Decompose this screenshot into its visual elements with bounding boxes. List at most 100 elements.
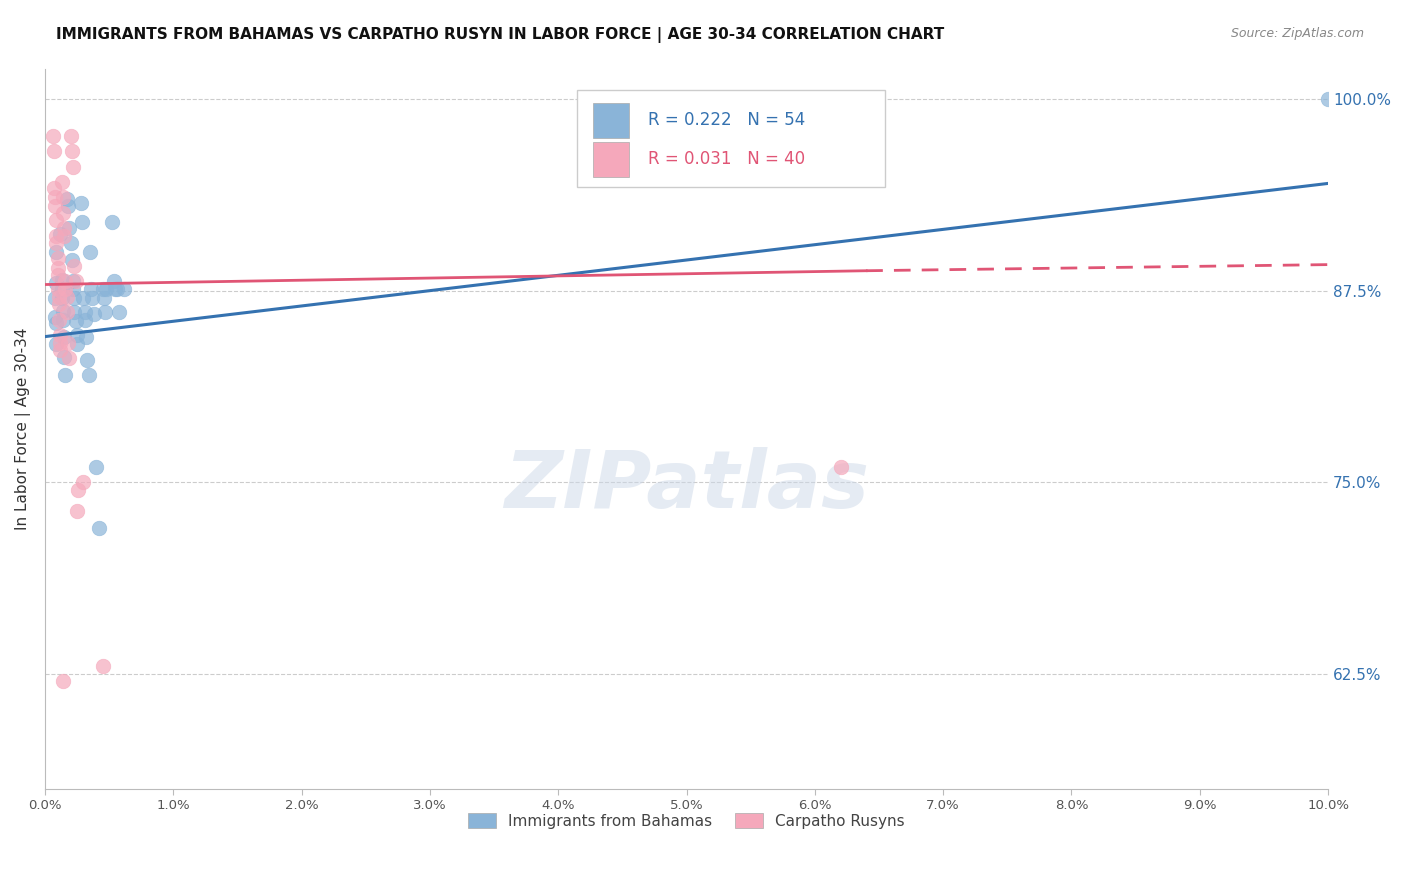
Point (53, 329, 76, 343)
Point (52, 312, 75, 326)
Point (55, 305, 77, 319)
Point (830, 92, 852, 106)
Point (44, 199, 66, 213)
Point (55, 282, 77, 296)
Point (66, 504, 89, 518)
Point (49, 335, 72, 350)
Text: ZIPatlas: ZIPatlas (503, 447, 869, 525)
Point (51, 282, 73, 296)
Point (62, 275, 84, 289)
Point (75, 329, 97, 343)
Point (79, 245, 101, 260)
Point (96, 282, 118, 296)
Point (44, 190, 66, 204)
Point (45, 245, 67, 260)
Point (84, 459, 107, 474)
Text: IMMIGRANTS FROM BAHAMAS VS CARPATHO RUSYN IN LABOR FORCE | AGE 30-34 CORRELATION: IMMIGRANTS FROM BAHAMAS VS CARPATHO RUSY… (56, 27, 945, 43)
Point (63, 291, 86, 305)
Point (46, 268, 69, 283)
Point (46, 260, 69, 275)
Point (49, 227, 72, 241)
Point (73, 312, 96, 326)
Point (65, 275, 87, 289)
Point (52, 190, 75, 204)
Point (59, 128, 82, 143)
Legend: Immigrants from Bahamas, Carpatho Rusyns: Immigrants from Bahamas, Carpatho Rusyns (463, 806, 911, 835)
Point (67, 483, 90, 497)
Point (73, 305, 96, 319)
Point (49, 328, 72, 343)
Point (51, 273, 73, 287)
Point (48, 297, 70, 311)
Point (48, 312, 70, 326)
Point (52, 674, 75, 689)
Point (46, 252, 69, 266)
Point (55, 192, 77, 206)
Point (94, 305, 117, 319)
Point (82, 291, 104, 305)
Text: R = 0.031   N = 40: R = 0.031 N = 40 (648, 150, 806, 169)
Point (77, 368, 100, 382)
Point (80, 282, 103, 296)
Point (56, 199, 79, 213)
Point (58, 351, 80, 365)
Point (55, 290, 77, 304)
Point (62, 282, 84, 296)
Point (108, 305, 131, 319)
Point (55, 275, 77, 289)
Point (55, 368, 77, 382)
Point (41, 128, 63, 143)
Point (63, 305, 86, 319)
Point (53, 228, 76, 243)
Point (46, 282, 69, 296)
Point (72, 291, 94, 305)
Point (58, 220, 80, 235)
Point (63, 259, 86, 273)
Point (44, 291, 66, 305)
Text: R = 0.222   N = 54: R = 0.222 N = 54 (648, 112, 806, 129)
Point (52, 303, 75, 318)
Point (91, 659, 114, 673)
Point (45, 236, 67, 251)
Point (48, 290, 70, 304)
Point (60, 145, 83, 159)
FancyBboxPatch shape (578, 90, 886, 187)
Point (49, 343, 72, 358)
Point (51, 291, 73, 305)
Point (1317, 92, 1340, 106)
Point (93, 291, 115, 305)
FancyBboxPatch shape (593, 142, 628, 177)
Point (70, 215, 93, 229)
Point (114, 282, 136, 296)
Point (103, 275, 125, 289)
Point (45, 337, 67, 351)
Point (45, 316, 67, 330)
Point (52, 205, 75, 219)
Y-axis label: In Labor Force | Age 30-34: In Labor Force | Age 30-34 (15, 327, 31, 530)
Point (66, 337, 89, 351)
Point (53, 220, 76, 235)
Point (56, 335, 79, 350)
Point (51, 175, 73, 189)
Point (45, 228, 67, 243)
Point (105, 282, 128, 296)
Point (53, 350, 76, 364)
Point (42, 145, 65, 159)
Point (91, 282, 114, 296)
Point (87, 521, 110, 535)
Point (72, 475, 94, 490)
FancyBboxPatch shape (593, 103, 628, 137)
Point (45, 213, 67, 227)
Point (69, 196, 91, 211)
Point (83, 307, 105, 321)
Point (42, 181, 65, 195)
Point (100, 215, 122, 229)
Point (830, 459, 852, 474)
Point (76, 352, 98, 367)
Point (60, 252, 83, 267)
Text: Source: ZipAtlas.com: Source: ZipAtlas.com (1230, 27, 1364, 40)
Point (104, 282, 127, 296)
Point (585, 92, 607, 106)
Point (65, 314, 87, 328)
Point (59, 236, 82, 251)
